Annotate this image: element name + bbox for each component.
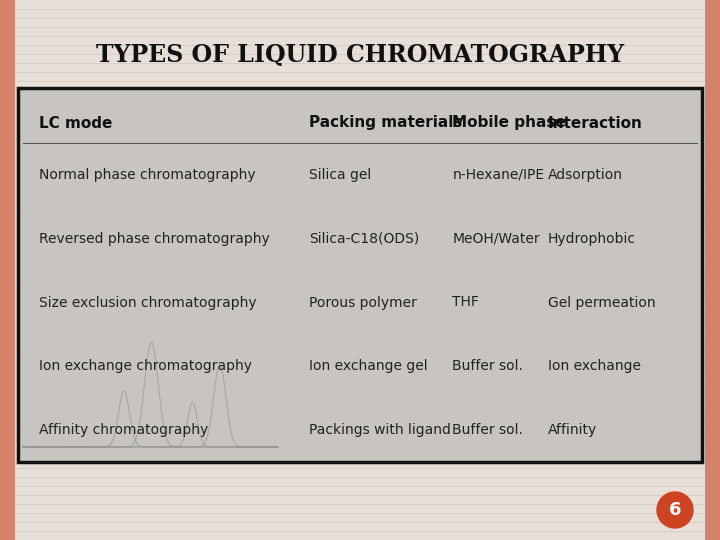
Text: Normal phase chromatography: Normal phase chromatography: [39, 168, 255, 182]
Text: Porous polymer: Porous polymer: [309, 295, 417, 309]
Text: Buffer sol.: Buffer sol.: [452, 423, 523, 437]
Text: n-Hexane/IPE: n-Hexane/IPE: [452, 168, 544, 182]
Circle shape: [657, 492, 693, 528]
Text: Hydrophobic: Hydrophobic: [548, 232, 636, 246]
Text: Reversed phase chromatography: Reversed phase chromatography: [39, 232, 269, 246]
Text: Mobile phase: Mobile phase: [452, 116, 566, 131]
Text: Buffer sol.: Buffer sol.: [452, 359, 523, 373]
Text: Size exclusion chromatography: Size exclusion chromatography: [39, 295, 256, 309]
Text: Ion exchange: Ion exchange: [548, 359, 641, 373]
Text: 6: 6: [669, 501, 681, 519]
Text: Affinity chromatography: Affinity chromatography: [39, 423, 208, 437]
Text: MeOH/Water: MeOH/Water: [452, 232, 540, 246]
FancyBboxPatch shape: [705, 0, 720, 540]
Text: Adsorption: Adsorption: [548, 168, 623, 182]
FancyBboxPatch shape: [18, 88, 702, 462]
Text: Gel permeation: Gel permeation: [548, 295, 656, 309]
Text: Ion exchange gel: Ion exchange gel: [309, 359, 428, 373]
Text: Silica-C18(ODS): Silica-C18(ODS): [309, 232, 419, 246]
Text: TYPES OF LIQUID CHROMATOGRAPHY: TYPES OF LIQUID CHROMATOGRAPHY: [96, 43, 624, 67]
Text: Affinity: Affinity: [548, 423, 598, 437]
Text: Interaction: Interaction: [548, 116, 643, 131]
Text: Ion exchange chromatography: Ion exchange chromatography: [39, 359, 251, 373]
Text: Packings with ligand: Packings with ligand: [309, 423, 451, 437]
Text: Silica gel: Silica gel: [309, 168, 371, 182]
Text: LC mode: LC mode: [39, 116, 112, 131]
Text: Packing materials: Packing materials: [309, 116, 462, 131]
Text: THF: THF: [452, 295, 480, 309]
FancyBboxPatch shape: [0, 0, 15, 540]
